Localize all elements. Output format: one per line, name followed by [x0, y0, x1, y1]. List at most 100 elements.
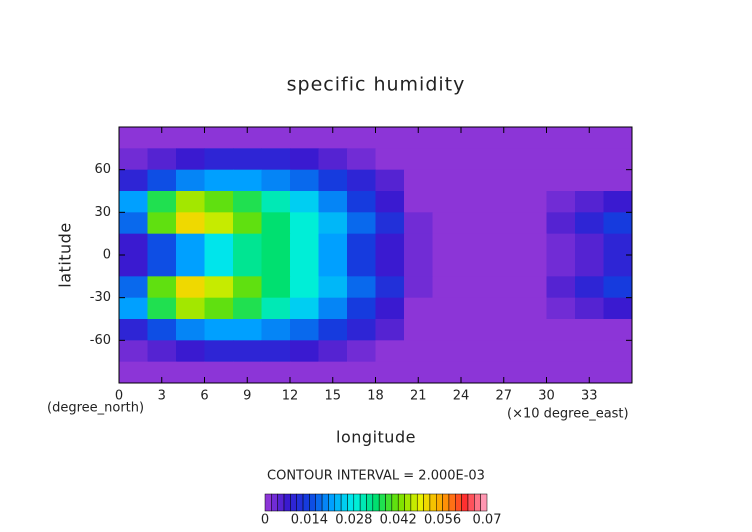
colorbar-segment: [340, 493, 348, 512]
cell: [176, 276, 205, 299]
cell: [461, 255, 490, 277]
cell: [489, 191, 519, 213]
cell: [176, 361, 205, 384]
cell: [261, 361, 291, 384]
cell: [233, 340, 262, 363]
cell: [489, 212, 519, 235]
cell: [546, 127, 576, 149]
cell: [404, 127, 433, 149]
cell: [176, 148, 205, 171]
colorbar-segment: [372, 493, 380, 512]
cell: [147, 319, 177, 341]
cell: [404, 361, 433, 384]
colorbar-segment: [455, 493, 462, 512]
cell: [261, 233, 291, 256]
cell: [461, 233, 490, 256]
cell: [404, 233, 433, 256]
cell: [204, 255, 234, 277]
x-axis-label: longitude: [336, 428, 416, 447]
colorbar-segment: [283, 493, 291, 512]
cell: [375, 212, 405, 235]
colorbar-segment: [296, 493, 304, 512]
colorbar-segment: [467, 493, 475, 512]
y-tick-label: -30: [90, 290, 111, 305]
cell: [318, 319, 348, 341]
cell: [290, 361, 319, 384]
cell: [204, 361, 234, 384]
cell: [147, 127, 177, 149]
cell: [461, 212, 490, 235]
x-unit: (×10 degree_east): [507, 407, 629, 422]
cell: [375, 319, 405, 341]
colorbar-segment: [429, 493, 437, 512]
cell: [204, 297, 234, 320]
cell: [147, 191, 177, 213]
cell: [119, 191, 148, 213]
x-tick-label: 24: [453, 389, 470, 404]
x-tick-label: 21: [410, 389, 427, 404]
cell: [375, 255, 405, 277]
cell: [318, 276, 348, 299]
cell: [290, 340, 319, 363]
colorbar-segment: [397, 493, 405, 512]
y-tick-label: -60: [90, 333, 111, 348]
cell: [404, 340, 433, 363]
colorbar-segment: [423, 493, 431, 512]
cell: [432, 233, 462, 256]
cell: [261, 191, 291, 213]
cell: [603, 297, 633, 320]
cell: [261, 255, 291, 277]
cell: [375, 233, 405, 256]
cell: [546, 169, 576, 192]
cell: [461, 297, 490, 320]
cell: [176, 319, 205, 341]
cell: [432, 212, 462, 235]
colorbar-segment: [359, 493, 367, 512]
cell: [147, 361, 177, 384]
cell: [575, 319, 604, 341]
cell: [575, 191, 604, 213]
cell: [489, 340, 519, 363]
cell: [518, 255, 547, 277]
colorbar-segment: [442, 493, 450, 512]
colorbar-segment: [347, 493, 355, 512]
cell: [603, 255, 633, 277]
cell: [204, 148, 234, 171]
cell: [261, 169, 291, 192]
cell: [318, 191, 348, 213]
cell: [575, 297, 604, 320]
cell: [461, 169, 490, 192]
cell: [518, 191, 547, 213]
cell: [119, 169, 148, 192]
colorbar-segment: [410, 493, 418, 512]
cell: [147, 297, 177, 320]
cell: [546, 255, 576, 277]
cell: [347, 255, 376, 277]
cell: [404, 276, 433, 299]
cell: [147, 255, 177, 277]
cell: [176, 212, 205, 235]
cell: [290, 255, 319, 277]
cell: [404, 319, 433, 341]
cell: [489, 169, 519, 192]
cell: [176, 255, 205, 277]
cell: [489, 361, 519, 384]
cell: [347, 169, 376, 192]
cell: [375, 169, 405, 192]
cell: [375, 297, 405, 320]
cell: [204, 212, 234, 235]
x-tick-label: 12: [282, 389, 299, 404]
cell: [518, 276, 547, 299]
cell: [318, 169, 348, 192]
cell: [404, 297, 433, 320]
cell: [290, 127, 319, 149]
cell: [119, 340, 148, 363]
cell: [461, 276, 490, 299]
cell: [204, 191, 234, 213]
cell: [432, 361, 462, 384]
y-axis-label: latitude: [56, 222, 75, 287]
cell: [575, 255, 604, 277]
cell: [575, 276, 604, 299]
cell: [432, 169, 462, 192]
